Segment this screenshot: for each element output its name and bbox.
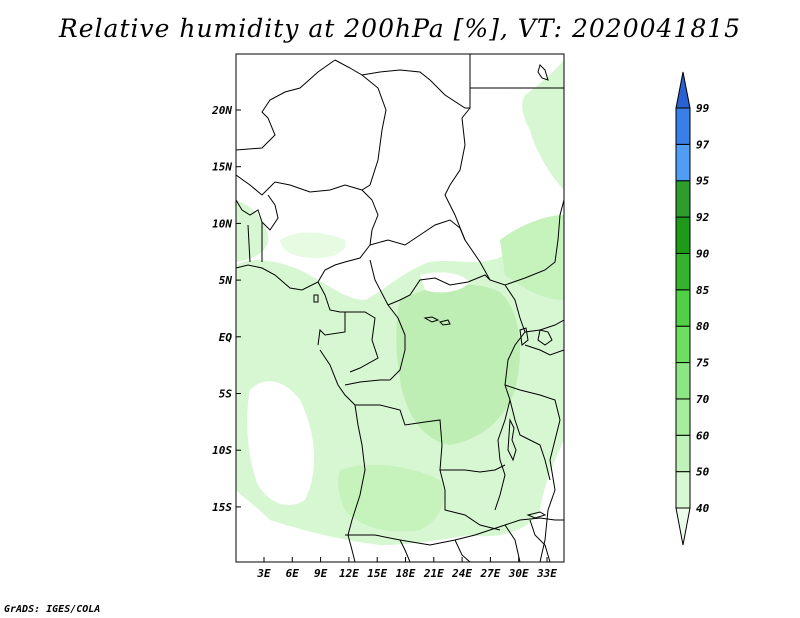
colorbar-high-triangle xyxy=(675,71,691,109)
colorbar-swatch xyxy=(675,216,691,254)
border-line xyxy=(317,312,346,346)
lake-outline xyxy=(537,64,549,81)
colorbar-label: 40 xyxy=(696,502,710,515)
border-line xyxy=(319,349,366,536)
border-line xyxy=(509,399,551,481)
border-line xyxy=(444,107,564,286)
colorbar-swatch xyxy=(675,252,691,291)
border-line xyxy=(345,517,564,546)
colorbar-label: 90 xyxy=(696,247,710,260)
lat-tick-label: 5S xyxy=(219,388,233,401)
longitude-axis: 3E 6E 9E 12E 15E 18E 21E 24E 27E 30E 33E xyxy=(256,557,557,580)
lat-tick-label: 10S xyxy=(212,444,232,457)
latitude-axis: 20N 15N 10N 5N EQ 5S 10S 15S xyxy=(211,104,241,514)
border-line xyxy=(236,244,371,291)
lon-tick-label: 3E xyxy=(256,567,271,580)
colorbar-swatch xyxy=(675,398,691,436)
border-line xyxy=(369,259,491,306)
country-borders xyxy=(236,54,564,562)
lake-outline xyxy=(526,511,547,519)
lon-tick-label: 33E xyxy=(536,567,557,580)
colorbar-label: 75 xyxy=(696,357,710,370)
lake-outline xyxy=(537,329,553,346)
border-line xyxy=(347,524,521,562)
colorbar-swatch xyxy=(675,325,691,364)
lon-tick-label: 24E xyxy=(451,567,472,580)
colorbar-swatch xyxy=(675,289,691,327)
map-frame xyxy=(235,53,565,563)
grads-credit: GrADS: IGES/COLA xyxy=(4,604,101,615)
colorbar-swatch xyxy=(675,471,691,509)
lon-tick-label: 15E xyxy=(367,567,387,580)
border-line xyxy=(524,344,564,356)
colorbar-label: 60 xyxy=(696,429,710,442)
colorbar-label: 97 xyxy=(696,138,710,151)
border-line xyxy=(236,59,336,151)
humidity-field-ne xyxy=(522,60,564,190)
border-line xyxy=(504,384,561,562)
lon-tick-label: 9E xyxy=(314,567,328,580)
colorbar-swatch xyxy=(675,362,691,400)
border-line xyxy=(355,404,506,473)
lon-tick-label: 18E xyxy=(396,567,416,580)
colorbar-label: 50 xyxy=(696,466,710,479)
colorbar: 40 50 60 70 75 80 85 90 92 95 97 99 xyxy=(675,71,710,546)
colorbar-swatch xyxy=(675,180,691,218)
lake-outline xyxy=(313,294,451,326)
lat-tick-label: EQ xyxy=(219,331,233,344)
lat-tick-label: 5N xyxy=(219,274,233,287)
colorbar-label: 95 xyxy=(696,175,710,188)
border-line xyxy=(247,222,263,263)
lat-tick-label: 20N xyxy=(211,104,232,117)
humidity-field-south xyxy=(337,464,444,532)
colorbar-label: 92 xyxy=(696,211,710,224)
border-line xyxy=(439,469,501,531)
border-line xyxy=(361,74,387,191)
colorbar-swatch xyxy=(675,143,691,182)
lat-tick-label: 15N xyxy=(212,161,232,174)
lake-outline xyxy=(507,418,517,462)
colorbar-label: 80 xyxy=(696,320,710,333)
border-line xyxy=(494,284,526,511)
border-line xyxy=(236,174,379,246)
humidity-field-west xyxy=(236,200,269,262)
map-title: Relative humidity at 200hPa [%], VT: 202… xyxy=(58,14,742,43)
lon-tick-label: 12E xyxy=(339,567,359,580)
colorbar-low-triangle xyxy=(675,507,691,546)
border-line xyxy=(317,281,379,373)
border-line xyxy=(369,219,466,246)
humidity-field-east xyxy=(500,215,564,300)
lon-tick-label: 27E xyxy=(479,567,500,580)
humidity-shading xyxy=(236,60,564,545)
border-line xyxy=(344,304,406,386)
border-line xyxy=(334,54,471,109)
colorbar-label: 99 xyxy=(696,102,710,115)
colorbar-label: 70 xyxy=(696,393,710,406)
lon-tick-label: 21E xyxy=(423,567,444,580)
lake-outline xyxy=(519,327,529,346)
colorbar-swatch xyxy=(675,107,691,145)
lat-tick-label: 15S xyxy=(212,501,232,514)
humidity-dry-gap xyxy=(247,381,315,505)
lon-tick-label: 6E xyxy=(286,567,300,580)
lon-tick-label: 30E xyxy=(508,567,529,580)
colorbar-swatch xyxy=(675,434,691,473)
humidity-field-core xyxy=(396,284,520,445)
lat-tick-label: 10N xyxy=(212,217,232,230)
colorbar-label: 85 xyxy=(696,284,710,297)
border-line xyxy=(529,519,551,562)
humidity-field-north-patch xyxy=(280,232,346,258)
border-line xyxy=(524,319,564,333)
